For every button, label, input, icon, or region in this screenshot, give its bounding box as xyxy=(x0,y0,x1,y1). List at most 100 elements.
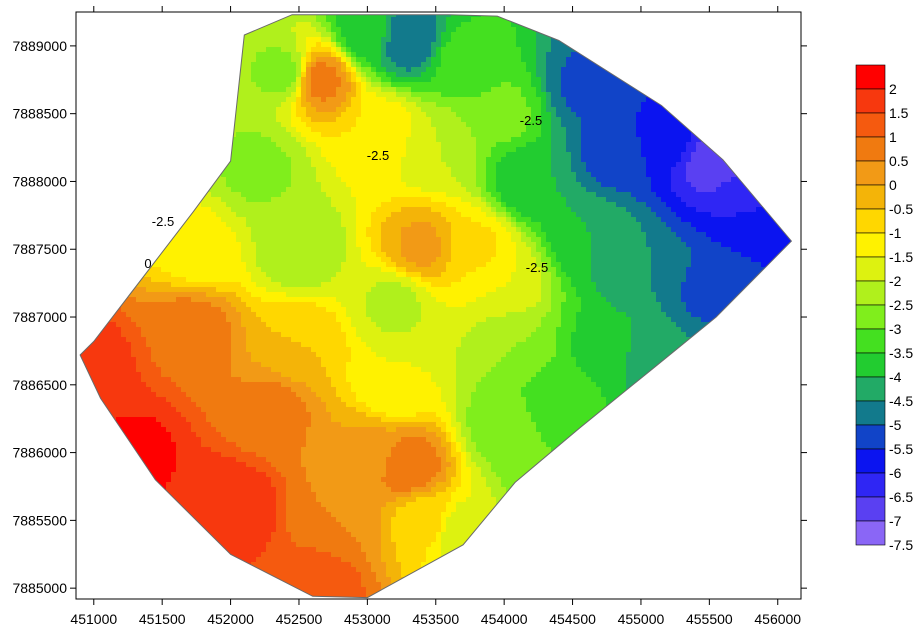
contour-cell xyxy=(236,112,242,118)
contour-cell xyxy=(426,162,432,168)
contour-cell xyxy=(266,57,272,63)
contour-cell xyxy=(526,62,532,68)
contour-cell xyxy=(641,117,647,123)
contour-cell xyxy=(631,137,637,143)
contour-cell xyxy=(496,142,502,148)
contour-cell xyxy=(676,127,682,133)
contour-cell xyxy=(411,14,417,18)
contour-cell xyxy=(291,177,297,183)
contour-cell xyxy=(506,62,512,68)
contour-cell xyxy=(486,97,492,103)
contour-cell xyxy=(591,137,597,143)
contour-cell xyxy=(491,37,497,43)
contour-cell xyxy=(501,17,507,23)
contour-cell xyxy=(411,87,417,93)
contour-cell xyxy=(391,167,397,173)
contour-cell xyxy=(426,52,432,58)
contour-cell xyxy=(271,157,277,163)
contour-cell xyxy=(446,77,452,83)
contour-cell xyxy=(281,122,287,128)
contour-cell xyxy=(291,107,297,113)
contour-cell xyxy=(531,72,537,78)
contour-cell xyxy=(336,92,342,98)
contour-cell xyxy=(446,172,452,178)
contour-cell xyxy=(626,117,632,123)
contour-cell xyxy=(641,147,647,153)
contour-cell xyxy=(436,37,442,43)
contour-cell xyxy=(611,107,617,113)
contour-cell xyxy=(566,82,572,88)
contour-cell xyxy=(551,122,557,128)
contour-cell xyxy=(346,162,352,168)
contour-cell xyxy=(616,127,622,133)
contour-cell xyxy=(421,157,427,163)
contour-cell xyxy=(511,37,517,43)
contour-cell xyxy=(611,142,617,148)
contour-cell xyxy=(491,122,497,128)
contour-cell xyxy=(416,62,422,68)
contour-cell xyxy=(631,172,637,178)
contour-cell xyxy=(416,82,422,88)
contour-cell xyxy=(511,132,517,138)
contour-cell xyxy=(306,177,312,183)
contour-cell xyxy=(626,147,632,153)
contour-cell xyxy=(466,152,472,158)
contour-cell xyxy=(631,132,637,138)
contour-cell xyxy=(576,57,582,63)
contour-cell xyxy=(391,77,397,83)
contour-cell xyxy=(376,132,382,138)
contour-cell xyxy=(406,167,412,173)
contour-cell xyxy=(551,127,557,133)
contour-cell xyxy=(651,142,657,148)
contour-cell xyxy=(276,77,282,83)
contour-cell xyxy=(506,132,512,138)
contour-cell xyxy=(246,57,252,63)
contour-cell xyxy=(581,92,587,98)
contour-cell xyxy=(381,32,387,38)
contour-cell xyxy=(551,67,557,73)
contour-cell xyxy=(346,82,352,88)
contour-cell xyxy=(316,17,322,23)
contour-cell xyxy=(391,137,397,143)
contour-cell xyxy=(516,112,522,118)
contour-cell xyxy=(361,182,367,188)
contour-cell xyxy=(306,67,312,73)
contour-cell xyxy=(351,97,357,103)
contour-cell xyxy=(386,167,392,173)
contour-cell xyxy=(301,177,307,183)
contour-cell xyxy=(241,52,247,58)
contour-cell xyxy=(431,62,437,68)
contour-cell xyxy=(351,107,357,113)
contour-cell xyxy=(426,127,432,133)
contour-cell xyxy=(551,162,557,168)
contour-cell xyxy=(316,14,322,18)
contour-cell xyxy=(251,142,257,148)
contour-cell xyxy=(271,62,277,68)
contour-cell xyxy=(616,167,622,173)
contour-cell xyxy=(416,102,422,108)
contour-cell xyxy=(526,167,532,173)
contour-cell xyxy=(396,87,402,93)
contour-cell xyxy=(456,92,462,98)
contour-cell xyxy=(451,57,457,63)
contour-cell xyxy=(566,142,572,148)
contour-cell xyxy=(336,162,342,168)
contour-cell xyxy=(336,27,342,33)
contour-cell xyxy=(371,82,377,88)
contour-cell xyxy=(316,102,322,108)
contour-cell xyxy=(441,127,447,133)
contour-cell xyxy=(406,172,412,178)
contour-cell xyxy=(346,107,352,113)
contour-cell xyxy=(541,97,547,103)
contour-cell xyxy=(491,167,497,173)
contour-cell xyxy=(491,152,497,158)
contour-cell xyxy=(401,62,407,68)
contour-cell xyxy=(411,22,417,28)
contour-cell xyxy=(296,37,302,43)
contour-cell xyxy=(556,127,562,133)
contour-cell xyxy=(256,37,262,43)
contour-cell xyxy=(616,77,622,83)
contour-cell xyxy=(356,157,362,163)
contour-cell xyxy=(306,152,312,158)
contour-cell xyxy=(586,127,592,133)
